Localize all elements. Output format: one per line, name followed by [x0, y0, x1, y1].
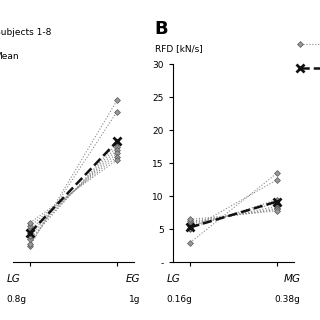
Text: EG: EG — [126, 274, 140, 284]
Text: 1g: 1g — [129, 295, 140, 304]
Text: 0.8g: 0.8g — [7, 295, 27, 304]
Text: Mean: Mean — [0, 52, 19, 61]
Text: MG: MG — [284, 274, 300, 284]
Text: 0.38g: 0.38g — [275, 295, 300, 304]
Text: Subjects 1-8: Subjects 1-8 — [0, 28, 51, 37]
Text: B: B — [155, 20, 168, 38]
Text: RFD [kN/s]: RFD [kN/s] — [155, 44, 202, 53]
Text: 0.16g: 0.16g — [167, 295, 193, 304]
Text: LG: LG — [167, 274, 180, 284]
Text: LG: LG — [7, 274, 20, 284]
